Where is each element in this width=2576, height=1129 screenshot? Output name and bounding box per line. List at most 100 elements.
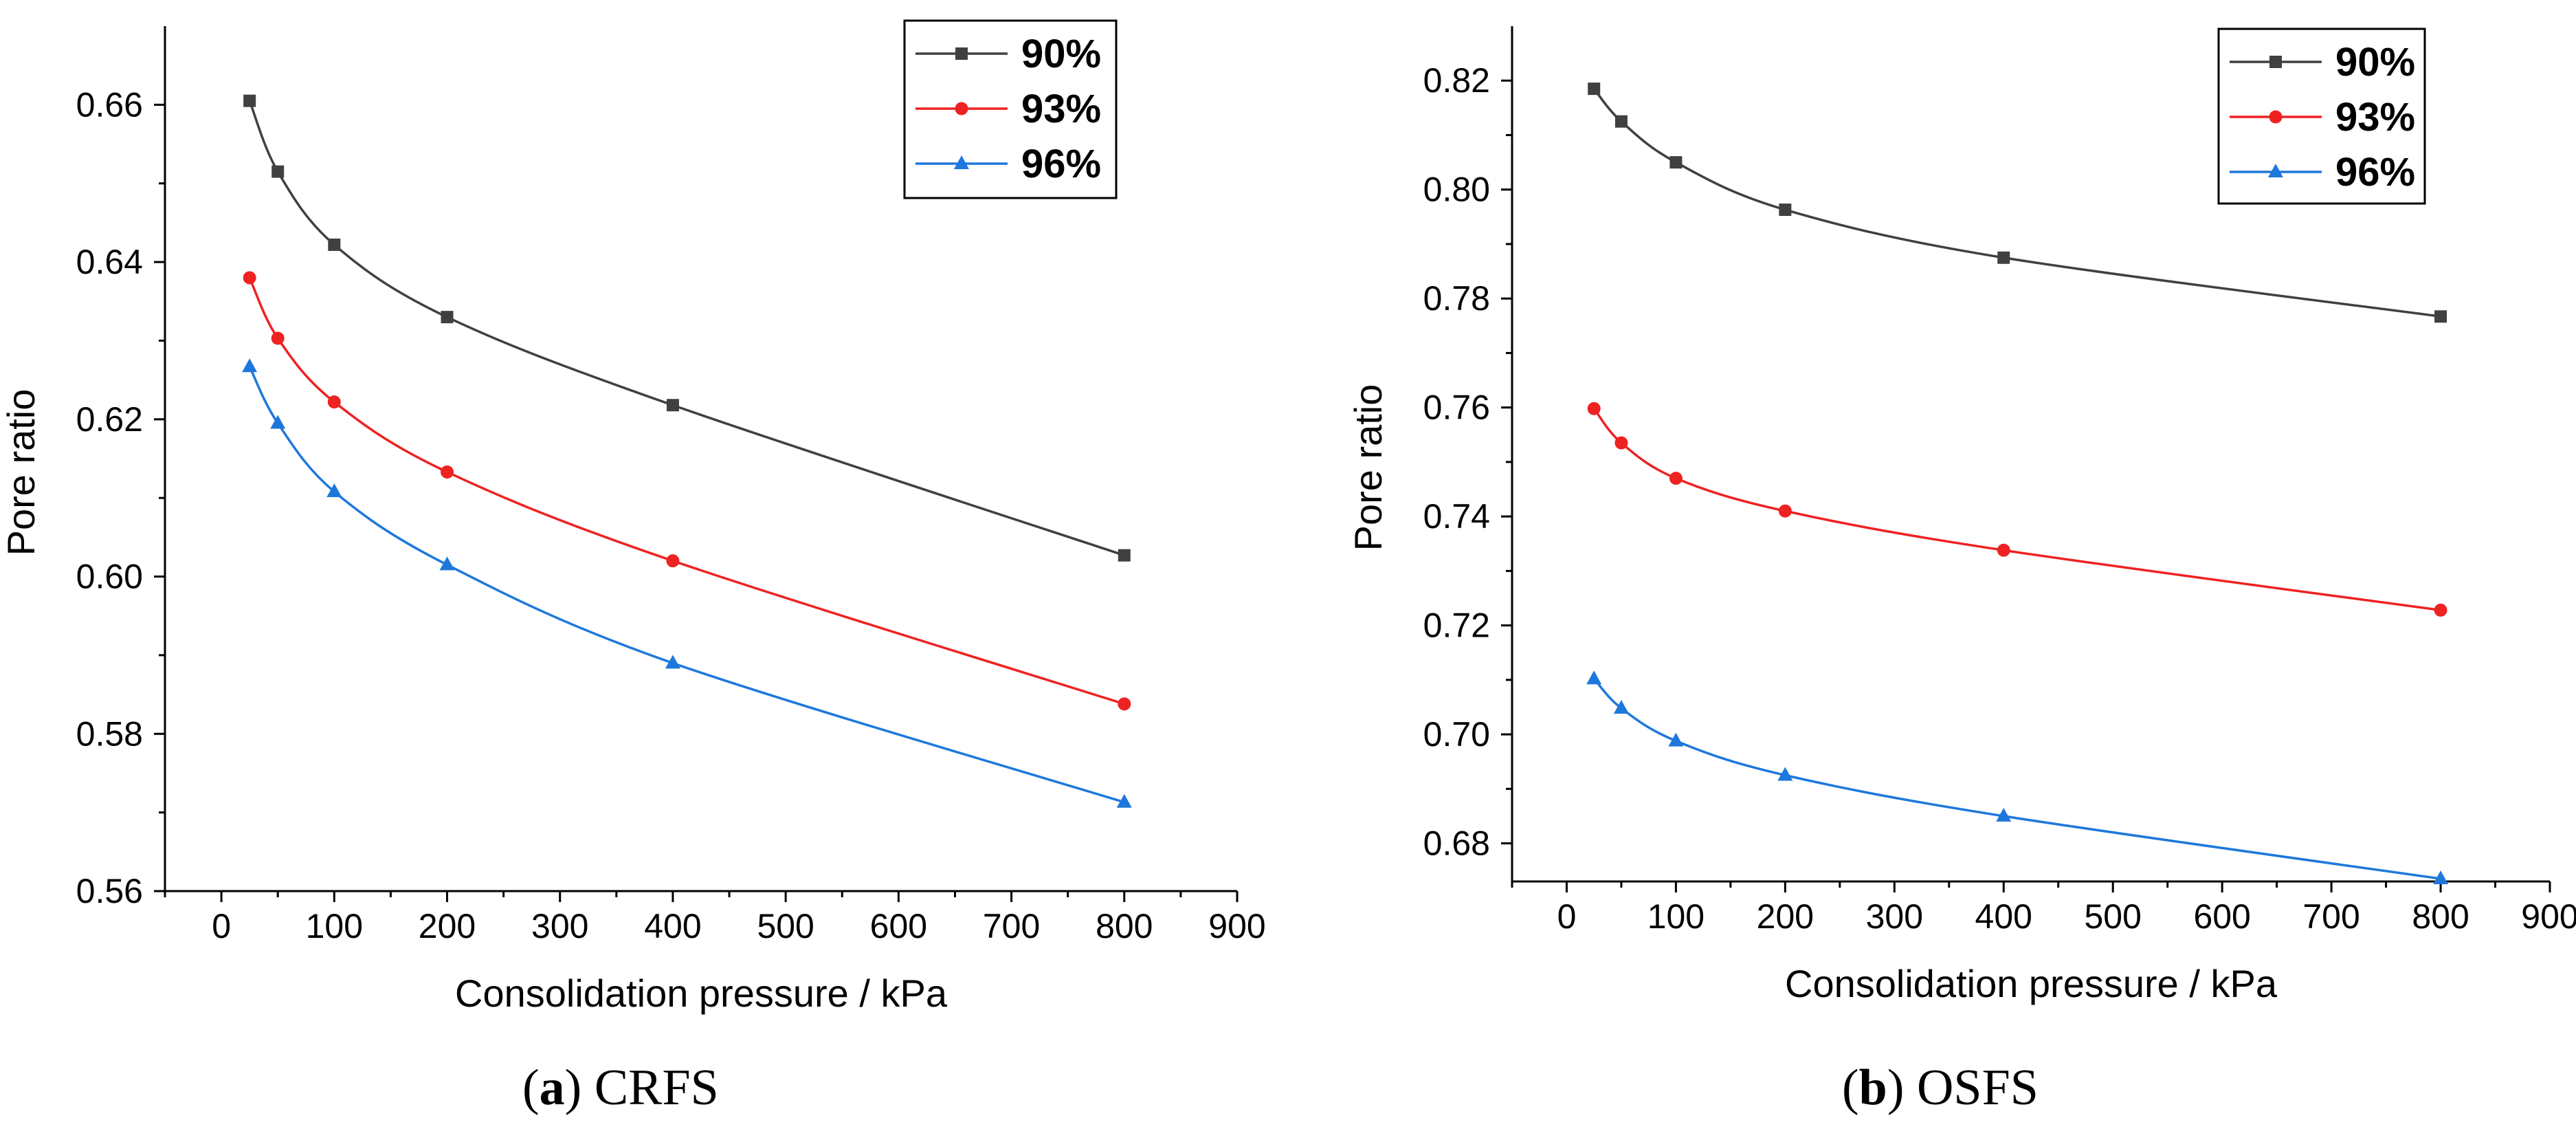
data-point (441, 311, 454, 324)
legend-marker (955, 102, 968, 116)
legend-label: 93% (1021, 87, 1101, 131)
x-tick-label: 600 (870, 907, 927, 945)
data-point (439, 556, 455, 571)
y-tick-label: 0.78 (1423, 279, 1490, 318)
data-point (2434, 310, 2447, 323)
data-point (1997, 543, 2010, 557)
legend-marker (2268, 164, 2283, 177)
data-point (1779, 204, 1792, 217)
data-point (1118, 697, 1131, 711)
data-point (666, 399, 679, 412)
y-tick-label: 0.70 (1423, 715, 1490, 754)
x-tick-label: 200 (1757, 897, 1814, 936)
x-tick-label: 400 (1975, 897, 2032, 936)
legend-marker (954, 155, 969, 169)
y-tick-label: 0.74 (1423, 497, 1490, 536)
data-point (1588, 83, 1601, 96)
data-point (242, 358, 258, 373)
x-tick-label: 800 (2412, 897, 2469, 936)
y-tick-label: 0.82 (1423, 61, 1490, 100)
y-tick-label: 0.76 (1423, 388, 1490, 427)
data-point (1613, 700, 1629, 714)
data-point (271, 331, 285, 345)
caption-b: (b) OSFS (1842, 1060, 2039, 1116)
legend: 90% 93% 96% (2217, 28, 2426, 205)
y-axis-title: Pore ratio (1346, 384, 1390, 551)
series-96pct (242, 358, 1132, 808)
data-point (1777, 767, 1793, 781)
x-tick-label: 0 (1557, 897, 1577, 936)
data-point (2433, 870, 2449, 885)
x-tick-label: 500 (757, 907, 814, 945)
legend-marker (2269, 56, 2282, 68)
series-93pct (243, 271, 1131, 711)
x-tick-label: 100 (1647, 897, 1705, 936)
y-tick-label: 0.64 (76, 243, 143, 281)
y-tick-label: 0.80 (1423, 171, 1490, 209)
y-tick-label: 0.62 (76, 400, 143, 439)
chart-panel-b: 0.68 0.70 0.72 0.74 0.76 0.78 0.80 0.82 0 100 200 3… (1346, 26, 2576, 1005)
data-point (1614, 115, 1628, 128)
data-point (271, 165, 285, 178)
y-tick-label: 0.72 (1423, 606, 1490, 645)
legend-label: 90% (1021, 32, 1101, 76)
series-90pct (243, 94, 1131, 562)
caption-b-text: OSFS (1916, 1060, 2039, 1116)
y-tick-label: 0.60 (76, 558, 143, 596)
x-tick-label: 900 (1208, 907, 1265, 945)
x-tick-label: 700 (983, 907, 1040, 945)
legend-label: 96% (2335, 150, 2415, 195)
x-tick-label: 800 (1096, 907, 1153, 945)
series-90pct (1588, 83, 2447, 323)
data-point (1668, 732, 1684, 747)
y-tick-label: 0.58 (76, 714, 143, 753)
series-96pct (1586, 670, 2449, 885)
legend-label: 90% (2335, 40, 2415, 85)
x-axis-title: Consolidation pressure / kPa (455, 972, 948, 1015)
data-point (665, 655, 680, 669)
x-tick-label: 200 (419, 907, 476, 945)
data-point (270, 415, 286, 429)
series-line (1592, 678, 2441, 880)
series-93pct (1587, 402, 2447, 617)
data-point (1778, 504, 1792, 518)
series-line (248, 277, 1125, 705)
data-point (1669, 156, 1683, 169)
caption-a-letter: a (539, 1060, 565, 1116)
y-axis-title: Pore ratio (0, 389, 43, 556)
data-point (326, 483, 342, 498)
data-point (2434, 603, 2447, 617)
series-line (248, 100, 1125, 557)
y-tick-label: 0.68 (1423, 824, 1490, 863)
data-point (243, 94, 256, 107)
series-line (1592, 87, 2441, 318)
data-point (1118, 549, 1131, 562)
y-tick-label: 0.56 (76, 872, 143, 910)
x-tick-label: 700 (2302, 897, 2360, 936)
series-line (1592, 408, 2441, 612)
data-point (328, 238, 341, 251)
legend: 90% 93% 96% (903, 19, 1118, 199)
legend-label: 93% (2335, 95, 2415, 140)
x-tick-label: 500 (2084, 897, 2141, 936)
x-tick-label: 400 (644, 907, 701, 945)
x-tick-label: 100 (306, 907, 363, 945)
data-point (1614, 436, 1628, 450)
data-point (441, 465, 454, 479)
data-point (327, 395, 341, 409)
y-tick-label: 0.66 (76, 85, 143, 124)
x-tick-label: 300 (1866, 897, 1923, 936)
x-axis-title: Consolidation pressure / kPa (1785, 962, 2278, 1005)
legend-marker (955, 47, 968, 60)
data-point (1669, 472, 1683, 485)
data-point (243, 271, 256, 285)
series-line (248, 366, 1125, 804)
data-point (666, 554, 680, 568)
legend-marker (2269, 110, 2283, 124)
caption-a-text: CRFS (594, 1060, 719, 1116)
caption-a: (a) CRFS (522, 1060, 719, 1116)
data-point (1587, 402, 1601, 415)
x-tick-label: 300 (531, 907, 588, 945)
x-tick-label: 0 (212, 907, 231, 945)
